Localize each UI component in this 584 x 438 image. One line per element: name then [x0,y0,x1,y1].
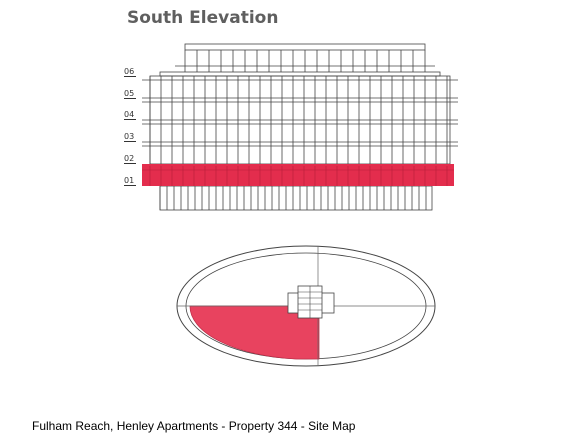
floor-slabs [142,79,458,147]
roof-mullions [175,50,435,72]
highlighted-apartment [189,305,320,360]
ground-mullions [159,186,427,210]
highlighted-floor-mullions [142,166,454,186]
roof-parapet [184,43,426,51]
floor-label-02: 02 [124,154,137,164]
page-caption: Fulham Reach, Henley Apartments - Proper… [32,419,356,433]
building-elevation [142,43,458,211]
floor-label-01: 01 [124,176,137,186]
floor-label-06: 06 [124,67,137,77]
facade-mullions [149,76,448,164]
plan-stair-lines [298,286,322,318]
floor-plan [176,245,436,367]
floor-06-slab [159,71,441,77]
floor-label-05: 05 [124,89,137,99]
floor-label-04: 04 [124,110,137,120]
highlighted-floor-01 [142,164,454,186]
elevation-title: South Elevation [127,8,279,28]
floor-label-03: 03 [124,132,137,142]
